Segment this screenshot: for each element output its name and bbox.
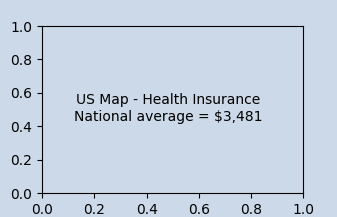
Text: US Map - Health Insurance
National average = $3,481: US Map - Health Insurance National avera… [74, 93, 263, 124]
